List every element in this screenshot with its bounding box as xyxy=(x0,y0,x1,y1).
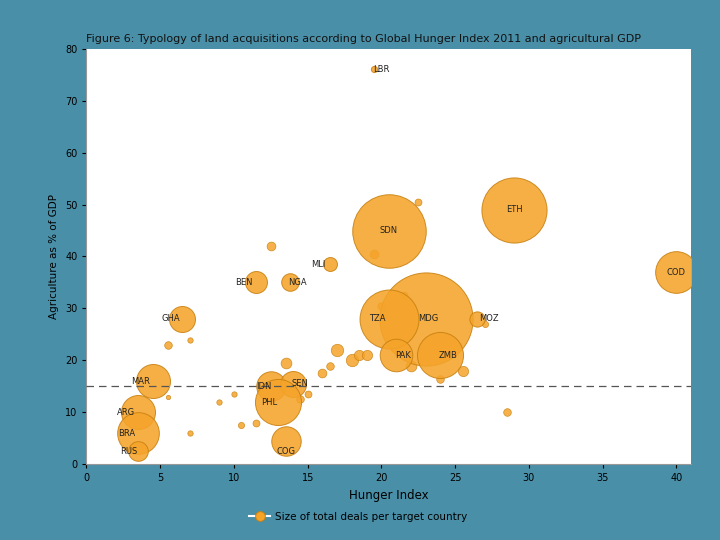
Text: SDN: SDN xyxy=(379,226,398,235)
Point xyxy=(324,361,336,370)
Point xyxy=(369,65,380,73)
Point xyxy=(354,351,365,360)
Text: IDN: IDN xyxy=(256,382,271,391)
Point xyxy=(331,346,343,354)
Point xyxy=(251,418,262,427)
Point xyxy=(228,390,240,399)
Point xyxy=(383,226,395,235)
Point xyxy=(671,268,683,276)
Point xyxy=(508,205,520,214)
Text: BEN: BEN xyxy=(235,278,253,287)
Legend: Size of total deals per target country: Size of total deals per target country xyxy=(246,508,472,526)
Point xyxy=(162,341,174,349)
Point xyxy=(132,408,144,417)
Text: COD: COD xyxy=(667,268,686,276)
Point xyxy=(361,351,372,360)
Point xyxy=(280,359,292,367)
Point xyxy=(251,278,262,287)
Text: COG: COG xyxy=(276,447,295,456)
Text: MLI: MLI xyxy=(311,260,325,269)
Text: MDG: MDG xyxy=(418,314,438,323)
Text: MOZ: MOZ xyxy=(480,314,499,323)
Point xyxy=(472,314,483,323)
Text: SEN: SEN xyxy=(292,379,309,388)
Point xyxy=(435,351,446,360)
Point xyxy=(413,198,424,206)
Point xyxy=(235,421,247,430)
Point xyxy=(369,249,380,258)
Point xyxy=(147,377,158,386)
Point xyxy=(272,397,284,406)
Point xyxy=(132,429,144,437)
Point xyxy=(184,429,195,437)
Point xyxy=(324,260,336,268)
Y-axis label: Agriculture as % of GDP: Agriculture as % of GDP xyxy=(50,194,60,319)
Text: ARG: ARG xyxy=(117,408,135,417)
Point xyxy=(184,335,195,344)
Point xyxy=(376,301,387,310)
Text: GHA: GHA xyxy=(161,314,180,323)
Text: BRA: BRA xyxy=(117,429,135,438)
Text: MAR: MAR xyxy=(132,377,150,386)
Point xyxy=(284,278,296,287)
Point xyxy=(302,390,313,399)
Point xyxy=(280,437,292,445)
Point xyxy=(383,314,395,323)
Point xyxy=(501,408,513,417)
Text: ZMB: ZMB xyxy=(438,351,457,360)
Point xyxy=(176,314,188,323)
Point xyxy=(287,380,299,388)
Point xyxy=(456,367,468,375)
Text: Figure 6: Typology of land acquisitions according to Global Hunger Index 2011 an: Figure 6: Typology of land acquisitions … xyxy=(86,33,642,44)
Point xyxy=(397,291,409,300)
Text: PAK: PAK xyxy=(395,351,412,360)
X-axis label: Hunger Index: Hunger Index xyxy=(349,489,428,502)
Text: RUS: RUS xyxy=(120,447,138,456)
Point xyxy=(420,314,431,323)
Point xyxy=(405,361,417,370)
Point xyxy=(265,242,276,251)
Point xyxy=(390,351,402,360)
Text: LBR: LBR xyxy=(373,65,390,74)
Point xyxy=(317,369,328,378)
Point xyxy=(132,447,144,456)
Text: PHL: PHL xyxy=(261,397,277,407)
Point xyxy=(479,320,490,328)
Point xyxy=(294,395,306,404)
Point xyxy=(346,356,358,365)
Point xyxy=(213,397,225,406)
Point xyxy=(265,382,276,391)
Point xyxy=(435,374,446,383)
Text: NGA: NGA xyxy=(288,278,307,287)
Text: ETH: ETH xyxy=(506,205,523,214)
Point xyxy=(162,393,174,401)
Text: TZA: TZA xyxy=(369,314,385,323)
